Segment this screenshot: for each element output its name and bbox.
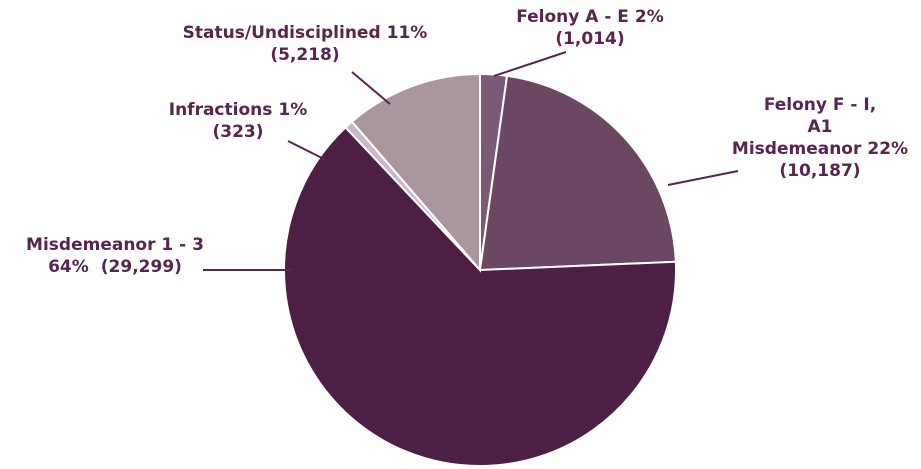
slice-label: Status/Undisciplined 11% (5,218) (183, 22, 428, 66)
leader-line (493, 51, 567, 77)
count-label: (1,014) (555, 29, 625, 49)
leader-line (287, 140, 327, 161)
percent-label: 22% (867, 139, 909, 159)
slice-label: Infractions 1% (323) (169, 99, 308, 143)
category-name: Status/Undisciplined (182, 23, 381, 43)
category-name: Infractions (168, 100, 273, 120)
count-label: (10,187) (779, 161, 861, 181)
percent-label: 1% (278, 100, 308, 120)
pie-slice (350, 72, 481, 273)
percent-label: 64% (48, 257, 89, 277)
slice-label: Misdemeanor 1 - 3 64% (29,299) (26, 234, 204, 278)
count-label: (323) (212, 122, 264, 142)
pie-slice (283, 126, 677, 467)
percent-label: 2% (634, 7, 664, 27)
pie-slice (478, 74, 677, 272)
category-name: Misdemeanor 1 - 3 (26, 235, 204, 255)
slice-label: Felony A - E 2% (1,014) (516, 6, 664, 50)
leader-line (351, 71, 391, 105)
category-name: Felony F - I, A1 Misdemeanor (731, 95, 877, 159)
count-label: (29,299) (100, 257, 182, 277)
slice-label: Felony F - I, A1 Misdemeanor 22% (10,187) (732, 94, 908, 182)
leader-line (667, 170, 739, 186)
count-label: (5,218) (270, 45, 340, 65)
percent-label: 11% (386, 23, 428, 43)
category-name: Felony A - E (516, 7, 629, 27)
